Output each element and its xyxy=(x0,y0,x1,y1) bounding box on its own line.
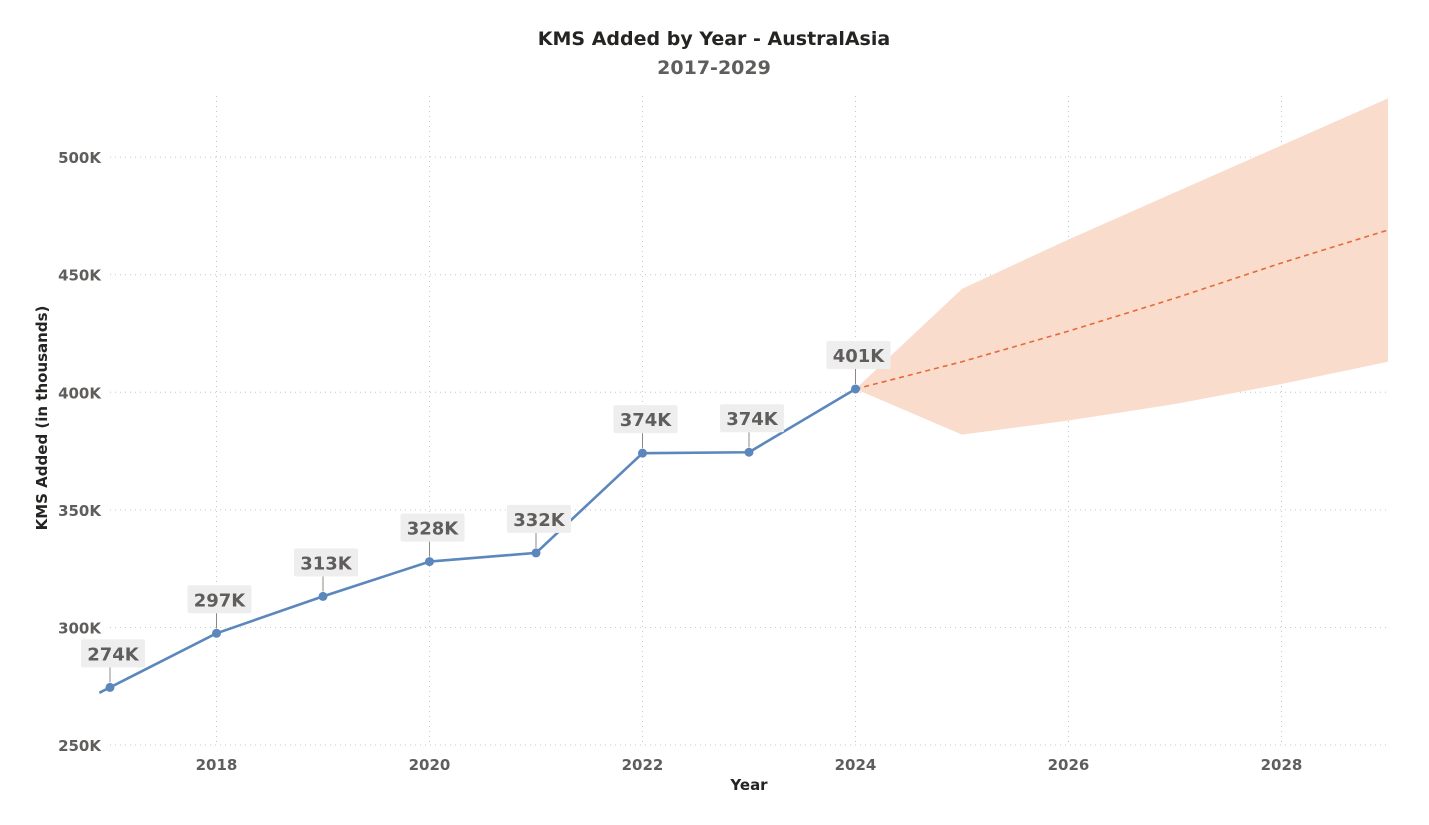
chart-title: KMS Added by Year - AustralAsia xyxy=(538,28,890,50)
x-tick-label: 2024 xyxy=(835,756,877,774)
x-tick-label: 2018 xyxy=(196,756,238,774)
data-point[interactable] xyxy=(318,591,328,601)
data-label-box xyxy=(826,340,891,369)
forecast-confidence-band xyxy=(855,98,1388,435)
data-label-box xyxy=(294,548,358,577)
data-label: 401K xyxy=(833,346,886,367)
data-label-box xyxy=(81,639,145,668)
y-tick-label: 400K xyxy=(58,384,102,402)
data-point[interactable] xyxy=(531,548,541,558)
data-label-box xyxy=(720,404,784,433)
axis-ticks-layer: 250K 300K 350K 400K 450K 500K 2018 2020 2022 2024… xyxy=(58,149,1302,774)
data-label-box xyxy=(187,585,252,614)
y-tick-label: 500K xyxy=(58,149,102,167)
data-label: 313K xyxy=(300,553,353,574)
data-labels-layer: 274K 297K 313K 328K 332K 374K 374K 401K xyxy=(81,340,891,683)
data-point[interactable] xyxy=(638,448,647,458)
data-point[interactable] xyxy=(425,557,434,567)
y-axis-title: KMS Added (in thousands) xyxy=(33,306,51,531)
y-tick-label: 300K xyxy=(58,619,102,637)
data-label: 374K xyxy=(620,410,673,431)
chart-subtitle: 2017-2029 xyxy=(657,57,771,79)
y-tick-label: 250K xyxy=(58,737,102,755)
x-axis-title: Year xyxy=(729,776,768,794)
x-tick-label: 2028 xyxy=(1261,756,1303,774)
data-points-layer xyxy=(105,384,860,692)
x-tick-label: 2022 xyxy=(622,756,664,774)
data-point[interactable] xyxy=(212,628,221,638)
actual-series-line xyxy=(98,387,857,694)
data-label: 297K xyxy=(194,590,247,611)
data-label: 274K xyxy=(87,644,140,665)
data-point[interactable] xyxy=(851,384,860,394)
forecast-band-layer xyxy=(855,98,1388,435)
data-label: 328K xyxy=(407,519,460,540)
data-label-box xyxy=(507,504,571,533)
data-label: 374K xyxy=(726,409,779,430)
y-tick-label: 450K xyxy=(58,267,102,285)
x-tick-label: 2026 xyxy=(1048,756,1090,774)
data-label-box xyxy=(400,513,465,542)
data-point[interactable] xyxy=(105,682,115,692)
data-label-box xyxy=(613,405,678,434)
y-tick-label: 350K xyxy=(58,502,102,520)
forecast-line xyxy=(855,229,1389,390)
x-tick-label: 2020 xyxy=(409,756,451,774)
data-point[interactable] xyxy=(744,447,754,457)
data-label: 332K xyxy=(513,510,566,531)
